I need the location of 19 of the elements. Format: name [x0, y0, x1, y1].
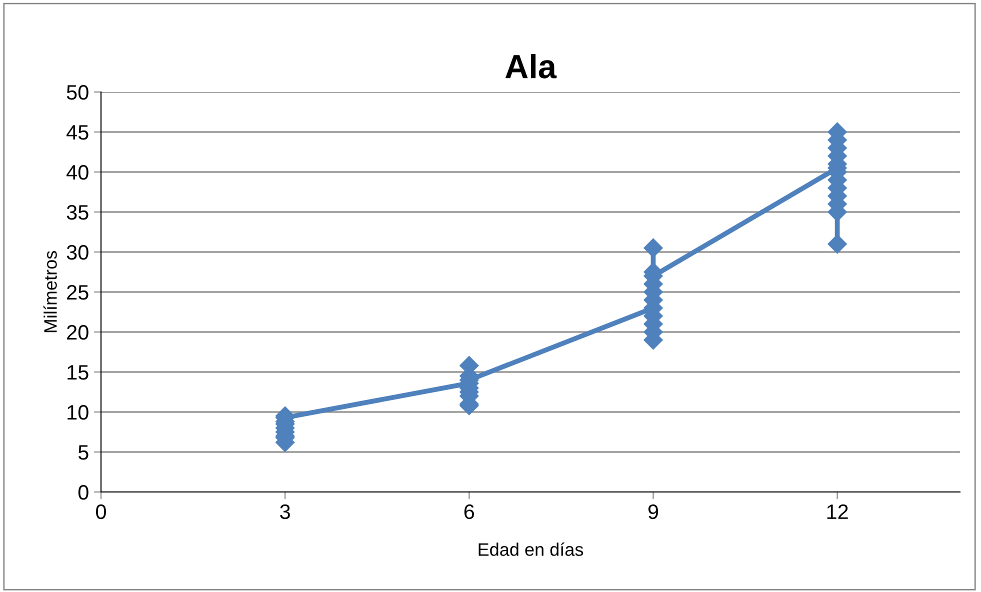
y-tick-label: 5 — [78, 445, 88, 460]
x-tick-label: 0 — [96, 504, 106, 520]
y-axis-title: Milímetros — [43, 251, 57, 332]
x-tick-label: 3 — [280, 504, 290, 520]
y-tick-label: 25 — [67, 285, 88, 300]
y-tick-label: 40 — [66, 165, 88, 180]
x-axis-title: Edad en días — [478, 542, 584, 556]
chart-title: Ala — [505, 54, 557, 78]
y-tick-label: 10 — [68, 405, 88, 420]
x-tick-label: 12 — [827, 504, 848, 519]
y-tick-label: 35 — [66, 205, 88, 220]
x-tick-label: 6 — [464, 504, 474, 520]
y-tick-label: 20 — [67, 325, 88, 340]
y-tick-label: 0 — [78, 485, 88, 500]
y-tick-label: 50 — [66, 85, 88, 100]
y-tick-label: 15 — [68, 365, 88, 380]
y-tick-label: 30 — [66, 245, 88, 260]
x-tick-label: 9 — [648, 504, 658, 520]
y-tick-label: 45 — [66, 125, 88, 140]
